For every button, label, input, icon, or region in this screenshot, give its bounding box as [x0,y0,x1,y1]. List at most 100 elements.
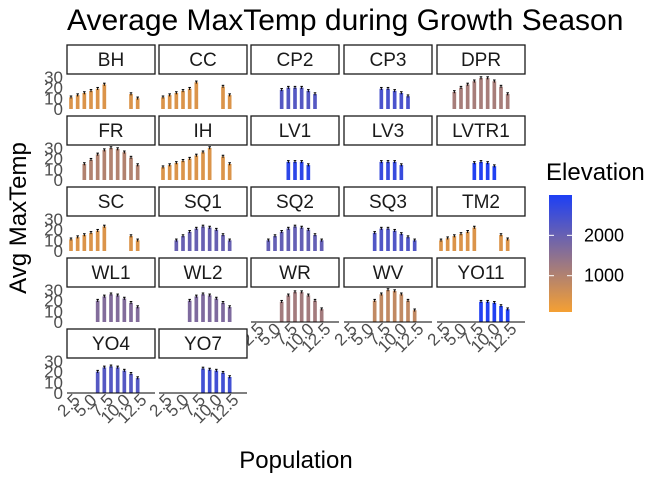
bar [279,231,284,251]
bar [379,88,384,109]
bar [492,302,497,322]
bar [293,161,297,180]
bar [372,300,377,322]
bar [109,294,113,322]
bar [319,240,324,251]
bar [129,94,133,109]
bar [194,228,199,251]
bar [187,231,192,251]
bar [299,227,304,251]
y-tick-label: 0 [54,171,63,190]
bar [227,95,232,109]
bar [472,81,477,109]
bar [122,298,127,322]
bar [379,228,384,251]
facet-tm2: TM2 [436,186,526,251]
bar [479,301,483,322]
y-tick-label: 20 [44,221,63,240]
bar [95,230,100,251]
facet-strip-label: LV3 [372,121,404,142]
y-tick-label: 30 [44,68,63,87]
bar [135,307,140,322]
bar [392,291,397,322]
bar [227,377,232,393]
bar [313,235,317,251]
bar [69,239,73,251]
facet-strip [158,328,248,359]
chart-title: Average MaxTemp during Growth Season [67,4,623,37]
facet-strip-label: TM2 [462,192,500,213]
legend-tick-label: 2000 [584,225,624,245]
bar [279,89,284,109]
bar [161,167,165,180]
facet-strip-label: CP3 [370,50,407,71]
bar [161,97,165,109]
bar [293,226,297,251]
bar [286,228,291,251]
facet-strip [436,44,526,75]
facet-sq1: SQ1 [158,186,248,251]
bar [102,296,107,322]
bar [207,295,212,322]
facet-strip-label: SQ3 [369,192,407,213]
bar [452,236,457,251]
facet-lv3: LV3 [343,115,433,180]
y-tick-label: 20 [44,292,63,311]
bar [194,296,199,322]
bar [227,307,232,322]
facet-strip [158,115,248,146]
bar [89,232,93,251]
facet-wl2: WL2 [158,257,248,322]
bar [194,82,199,109]
facet-strip [158,186,248,217]
facet-strip [343,257,433,288]
bar [174,93,179,109]
facet-strip-label: IH [194,121,213,142]
y-tick-label: 10 [44,89,63,108]
bar [201,368,205,393]
bar [465,231,470,251]
bar [485,301,490,322]
bar [299,161,304,180]
bar [379,161,384,180]
bar [207,369,212,393]
bar [299,87,304,109]
facet-wv: WV2.55.07.510.012.5 [331,257,433,356]
facet-strip-label: SQ2 [276,192,314,213]
bar [102,367,107,393]
y-tick-label: 0 [54,384,63,403]
facet-strip [250,257,340,288]
facet-strip [250,186,340,217]
legend-tick-label: 1000 [584,266,624,286]
bar [306,295,311,322]
bar [135,165,140,180]
bar [181,90,185,109]
bar [115,149,120,180]
bar [372,232,377,251]
bar [174,162,179,180]
bar [115,367,120,393]
bar [194,155,199,180]
bar [129,373,133,393]
bar [221,302,225,322]
bar [445,238,450,251]
bar [109,148,113,180]
facet-strip [436,186,526,217]
bar [174,240,179,251]
bar [313,94,317,109]
bar [89,90,93,109]
bar [122,370,127,393]
y-tick-label: 30 [44,139,63,158]
bar [492,81,497,109]
bar [459,87,463,109]
y-tick-label: 20 [44,79,63,98]
y-tick-label: 30 [44,352,63,371]
facet-strip-label: DPR [461,50,501,71]
bar [286,87,291,109]
facet-ih: IH [158,115,248,180]
bar [499,86,503,109]
y-tick-label: 30 [44,210,63,229]
